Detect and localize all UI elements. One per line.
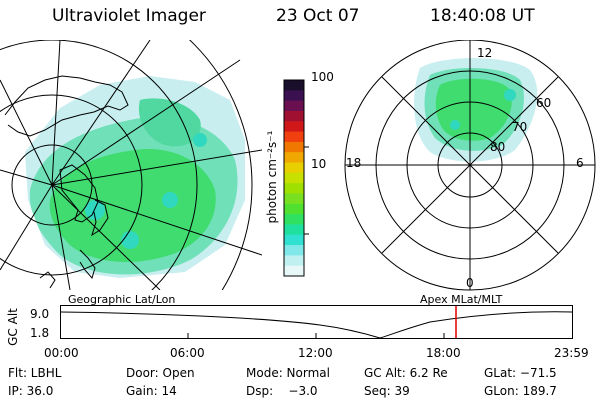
altitude-axis-label: GC Alt bbox=[5, 308, 20, 346]
color-scale-unit-label: photon cm⁻²s⁻¹ bbox=[265, 130, 279, 224]
color-scale-stripe bbox=[284, 141, 304, 153]
geographic-grid bbox=[0, 40, 262, 290]
time-tick-0000: 00:00 bbox=[44, 346, 79, 360]
color-scale-stripe bbox=[284, 183, 304, 194]
gain-readout: Gain: 14 bbox=[126, 384, 177, 398]
door-readout: Door: Open bbox=[126, 366, 195, 380]
color-scale-stripe bbox=[284, 214, 304, 225]
dsp-readout: Dsp: −3.0 bbox=[246, 384, 318, 398]
color-scale-gradient bbox=[284, 80, 304, 277]
polar-uv-emission bbox=[414, 58, 538, 162]
polar-image-panel bbox=[344, 40, 596, 291]
color-scale-tick-label-100: 100 bbox=[311, 70, 334, 84]
color-scale-stripe bbox=[284, 245, 304, 256]
color-scale-stripe bbox=[284, 193, 304, 205]
color-scale-stripe bbox=[284, 172, 304, 184]
glon-readout: GLon: 189.7 bbox=[484, 384, 557, 398]
altitude-tick-label-high: 9.0 bbox=[30, 307, 50, 321]
color-scale-stripe bbox=[284, 110, 304, 122]
geographic-uv-emission bbox=[25, 76, 245, 278]
glat-readout: GLat: −71.5 bbox=[484, 366, 557, 380]
polar-caption: Apex MLat/MLT bbox=[420, 293, 503, 306]
ip-readout: IP: 36.0 bbox=[8, 384, 54, 398]
mlt-label-12: 12 bbox=[477, 46, 493, 60]
mlt-label-18: 18 bbox=[346, 156, 362, 170]
gc-alt-readout: GC Alt: 6.2 Re bbox=[364, 366, 448, 380]
polar-grid bbox=[344, 40, 596, 291]
color-scale-stripe bbox=[284, 80, 304, 91]
mode-readout: Mode: Normal bbox=[246, 366, 330, 380]
color-scale-tick-label-10: 10 bbox=[311, 157, 327, 171]
time-tick-1200: 12:00 bbox=[298, 346, 333, 360]
time-tick-1800: 18:00 bbox=[426, 346, 461, 360]
geographic-caption: Geographic Lat/Lon bbox=[68, 293, 176, 306]
altitude-plot bbox=[60, 305, 573, 339]
color-scale-stripe bbox=[284, 162, 304, 174]
color-scale-stripe bbox=[284, 152, 304, 164]
observation-date: 23 Oct 07 bbox=[276, 6, 360, 26]
color-scale-bar bbox=[283, 79, 309, 277]
time-tick-0600: 06:00 bbox=[170, 346, 205, 360]
altitude-tick-label-low: 1.8 bbox=[30, 326, 50, 340]
observation-time: 18:40:08 UT bbox=[430, 6, 535, 26]
altitude-plot-frame bbox=[60, 305, 573, 339]
seq-readout: Seq: 39 bbox=[364, 384, 410, 398]
color-scale-stripe bbox=[284, 224, 304, 236]
color-scale-stripe bbox=[284, 100, 304, 112]
color-scale-stripe bbox=[284, 255, 304, 267]
instrument-title: Ultraviolet Imager bbox=[52, 6, 206, 26]
color-scale-stripe bbox=[284, 90, 304, 102]
color-scale-stripe bbox=[284, 121, 304, 133]
time-tick-2359: 23:59 bbox=[554, 346, 589, 360]
mlt-label-6: 6 bbox=[576, 156, 584, 170]
color-scale-stripe bbox=[284, 203, 304, 215]
geographic-image-panel bbox=[0, 40, 262, 290]
mlat-label-60: 60 bbox=[536, 96, 552, 110]
color-scale-stripe bbox=[284, 234, 304, 246]
coastline bbox=[4, 75, 129, 289]
altitude-curve bbox=[60, 311, 573, 339]
mlat-label-80: 80 bbox=[490, 140, 506, 154]
mlt-label-0: 0 bbox=[466, 276, 474, 290]
color-scale-stripe bbox=[284, 265, 304, 277]
color-scale-stripe bbox=[284, 131, 304, 143]
filter-readout: Flt: LBHL bbox=[8, 366, 62, 380]
mlat-label-70: 70 bbox=[512, 120, 528, 134]
